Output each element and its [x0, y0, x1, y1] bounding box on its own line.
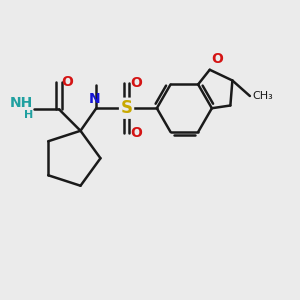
Text: N: N: [89, 92, 101, 106]
Text: NH: NH: [10, 96, 33, 110]
Text: CH₃: CH₃: [253, 91, 273, 101]
Text: S: S: [121, 99, 133, 117]
Text: O: O: [61, 75, 73, 89]
Text: O: O: [130, 126, 142, 140]
Text: O: O: [211, 52, 223, 66]
Text: O: O: [130, 76, 142, 91]
Text: H: H: [24, 110, 33, 120]
